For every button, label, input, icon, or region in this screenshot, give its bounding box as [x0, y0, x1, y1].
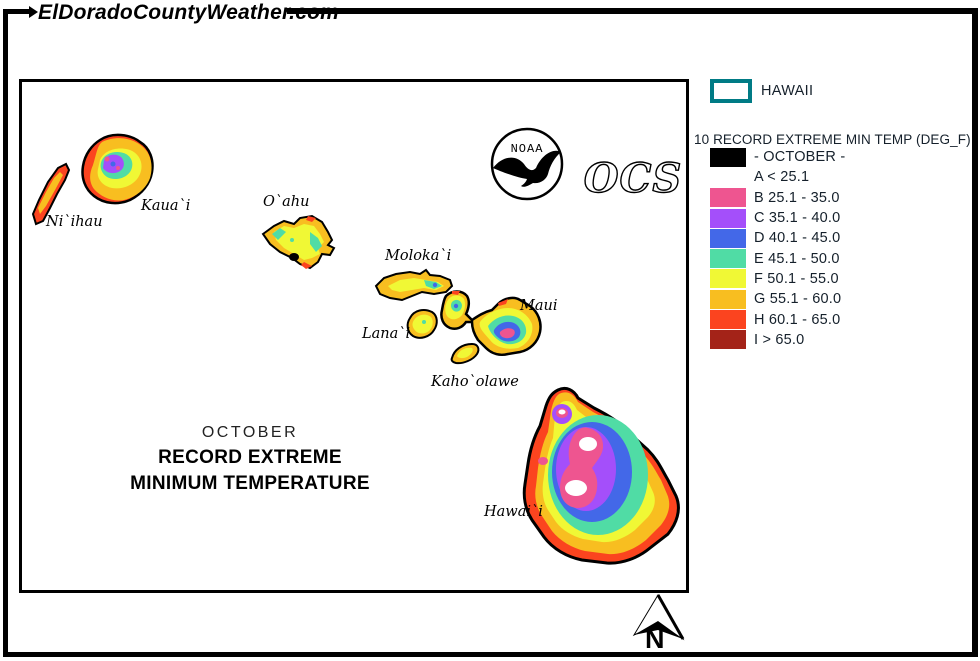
- legend-row: D 40.1 - 45.0: [710, 228, 845, 248]
- hawaii-region-swatch: [710, 79, 752, 103]
- island-label-oahu: O`ahu: [263, 194, 310, 210]
- legend-row: - OCTOBER -: [710, 147, 845, 167]
- island-label-hawaii: Hawai`i: [484, 504, 543, 520]
- ocs-logo: OCS: [583, 154, 683, 202]
- caption-month: OCTOBER: [201, 424, 299, 441]
- legend-row-label: G 55.1 - 60.0: [754, 291, 842, 308]
- island-hawaii: [522, 386, 680, 565]
- legend-row: G 55.1 - 60.0: [710, 289, 845, 309]
- island-molokai: [374, 268, 454, 302]
- legend-region-row: HAWAII: [694, 79, 813, 103]
- legend-swatch-b: [710, 188, 746, 208]
- legend-row-label: E 45.1 - 50.0: [754, 250, 840, 267]
- north-arrow-icon: [632, 594, 685, 641]
- noaa-logo-text: NOAA: [511, 142, 544, 156]
- island-lanai: [406, 309, 438, 339]
- legend-row-label: A < 25.1: [754, 169, 810, 186]
- legend-row-label: - OCTOBER -: [754, 149, 846, 166]
- legend-swatch-c: [710, 208, 746, 228]
- legend-swatch-a: [710, 147, 746, 167]
- legend-row-label: B 25.1 - 35.0: [754, 189, 840, 206]
- legend-swatch-h: [710, 310, 746, 330]
- legend-row: I > 65.0: [710, 330, 845, 350]
- map-box: Ni`ihau Kaua`i O`ahu Moloka`i Lana`i Mau…: [19, 79, 689, 593]
- island-kahoolawe: [450, 342, 480, 365]
- legend-row-label: D 40.1 - 45.0: [754, 230, 841, 247]
- legend-row-label: H 60.1 - 65.0: [754, 311, 841, 328]
- legend-row: B 25.1 - 35.0: [710, 188, 845, 208]
- island-label-maui: Maui: [520, 298, 558, 314]
- map-caption: OCTOBER RECORD EXTREME MINIMUM TEMPERATU…: [110, 424, 390, 495]
- legend-swatch-i: [710, 330, 746, 350]
- legend-row: C 35.1 - 40.0: [710, 208, 845, 228]
- island-label-molokai: Moloka`i: [385, 248, 452, 264]
- island-maui: [440, 290, 542, 356]
- frame-top-left: [3, 9, 29, 14]
- legend-swatch-f: [710, 269, 746, 289]
- legend-swatch-g: [710, 289, 746, 309]
- frame-right: [972, 8, 978, 657]
- island-label-kauai: Kaua`i: [141, 198, 191, 214]
- ocs-logo-text: OCS: [584, 155, 683, 202]
- legend-row-label: C 35.1 - 40.0: [754, 210, 841, 227]
- frame-top-right: [287, 8, 977, 14]
- oahu-city-dot: [289, 253, 299, 261]
- island-kauai: [81, 133, 154, 205]
- legend-row: E 45.1 - 50.0: [710, 248, 845, 269]
- hawaii-islands-map: [31, 133, 680, 565]
- site-title[interactable]: ElDoradoCountyWeather.com: [38, 1, 339, 24]
- caption-line3: MINIMUM TEMPERATURE: [130, 473, 370, 494]
- frame-left: [3, 9, 8, 657]
- legend-rows: - OCTOBER - A < 25.1 B 25.1 - 35.0 C 35.1 -…: [710, 147, 845, 350]
- noaa-bird-icon: [493, 150, 561, 187]
- frame-arrow-icon: [29, 6, 38, 18]
- legend-row-label: I > 65.0: [754, 331, 805, 348]
- island-label-lanai: Lana`i: [362, 326, 411, 342]
- hawaii-region-label: HAWAII: [761, 83, 814, 99]
- legend-title: 10 RECORD EXTREME MIN TEMP (DEG_F): [694, 132, 971, 147]
- map-area: Ni`ihau Kaua`i O`ahu Moloka`i Lana`i Mau…: [22, 82, 686, 590]
- island-niihau: [31, 162, 71, 226]
- noaa-logo: NOAA: [490, 127, 564, 201]
- island-label-kahoolawe: Kaho`olawe: [431, 374, 519, 390]
- island-label-niihau: Ni`ihau: [46, 214, 103, 230]
- legend-swatch-d: [710, 228, 746, 248]
- caption-line2: RECORD EXTREME: [158, 447, 342, 468]
- island-oahu: [261, 214, 336, 270]
- north-label: N: [645, 624, 665, 654]
- legend-row-label: F 50.1 - 55.0: [754, 270, 839, 287]
- legend-row: A < 25.1: [710, 167, 845, 187]
- legend-row: H 60.1 - 65.0: [710, 309, 845, 330]
- frame-bottom: [3, 652, 978, 657]
- legend-row: F 50.1 - 55.0: [710, 269, 845, 289]
- legend-swatch-e: [710, 249, 746, 269]
